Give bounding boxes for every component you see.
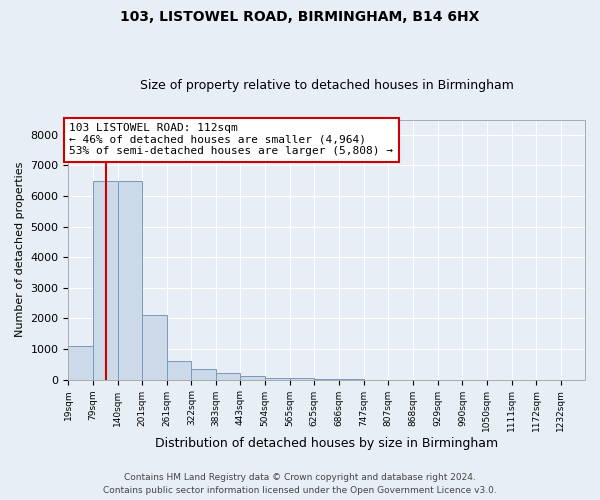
Bar [68, 346, 93, 380]
X-axis label: Distribution of detached houses by size in Birmingham: Distribution of detached houses by size … [155, 437, 498, 450]
Y-axis label: Number of detached properties: Number of detached properties [15, 162, 25, 338]
Bar [290, 378, 314, 380]
Bar [118, 180, 142, 380]
Text: 103 LISTOWEL ROAD: 112sqm
← 46% of detached houses are smaller (4,964)
53% of se: 103 LISTOWEL ROAD: 112sqm ← 46% of detac… [69, 123, 393, 156]
Bar [167, 361, 191, 380]
Bar [93, 180, 118, 380]
Bar [265, 378, 290, 380]
Bar [314, 379, 339, 380]
Title: Size of property relative to detached houses in Birmingham: Size of property relative to detached ho… [140, 79, 514, 92]
Bar [241, 376, 265, 380]
Text: 103, LISTOWEL ROAD, BIRMINGHAM, B14 6HX: 103, LISTOWEL ROAD, BIRMINGHAM, B14 6HX [121, 10, 479, 24]
Bar [191, 369, 216, 380]
Bar [142, 316, 167, 380]
Bar [216, 374, 241, 380]
Text: Contains HM Land Registry data © Crown copyright and database right 2024.
Contai: Contains HM Land Registry data © Crown c… [103, 474, 497, 495]
